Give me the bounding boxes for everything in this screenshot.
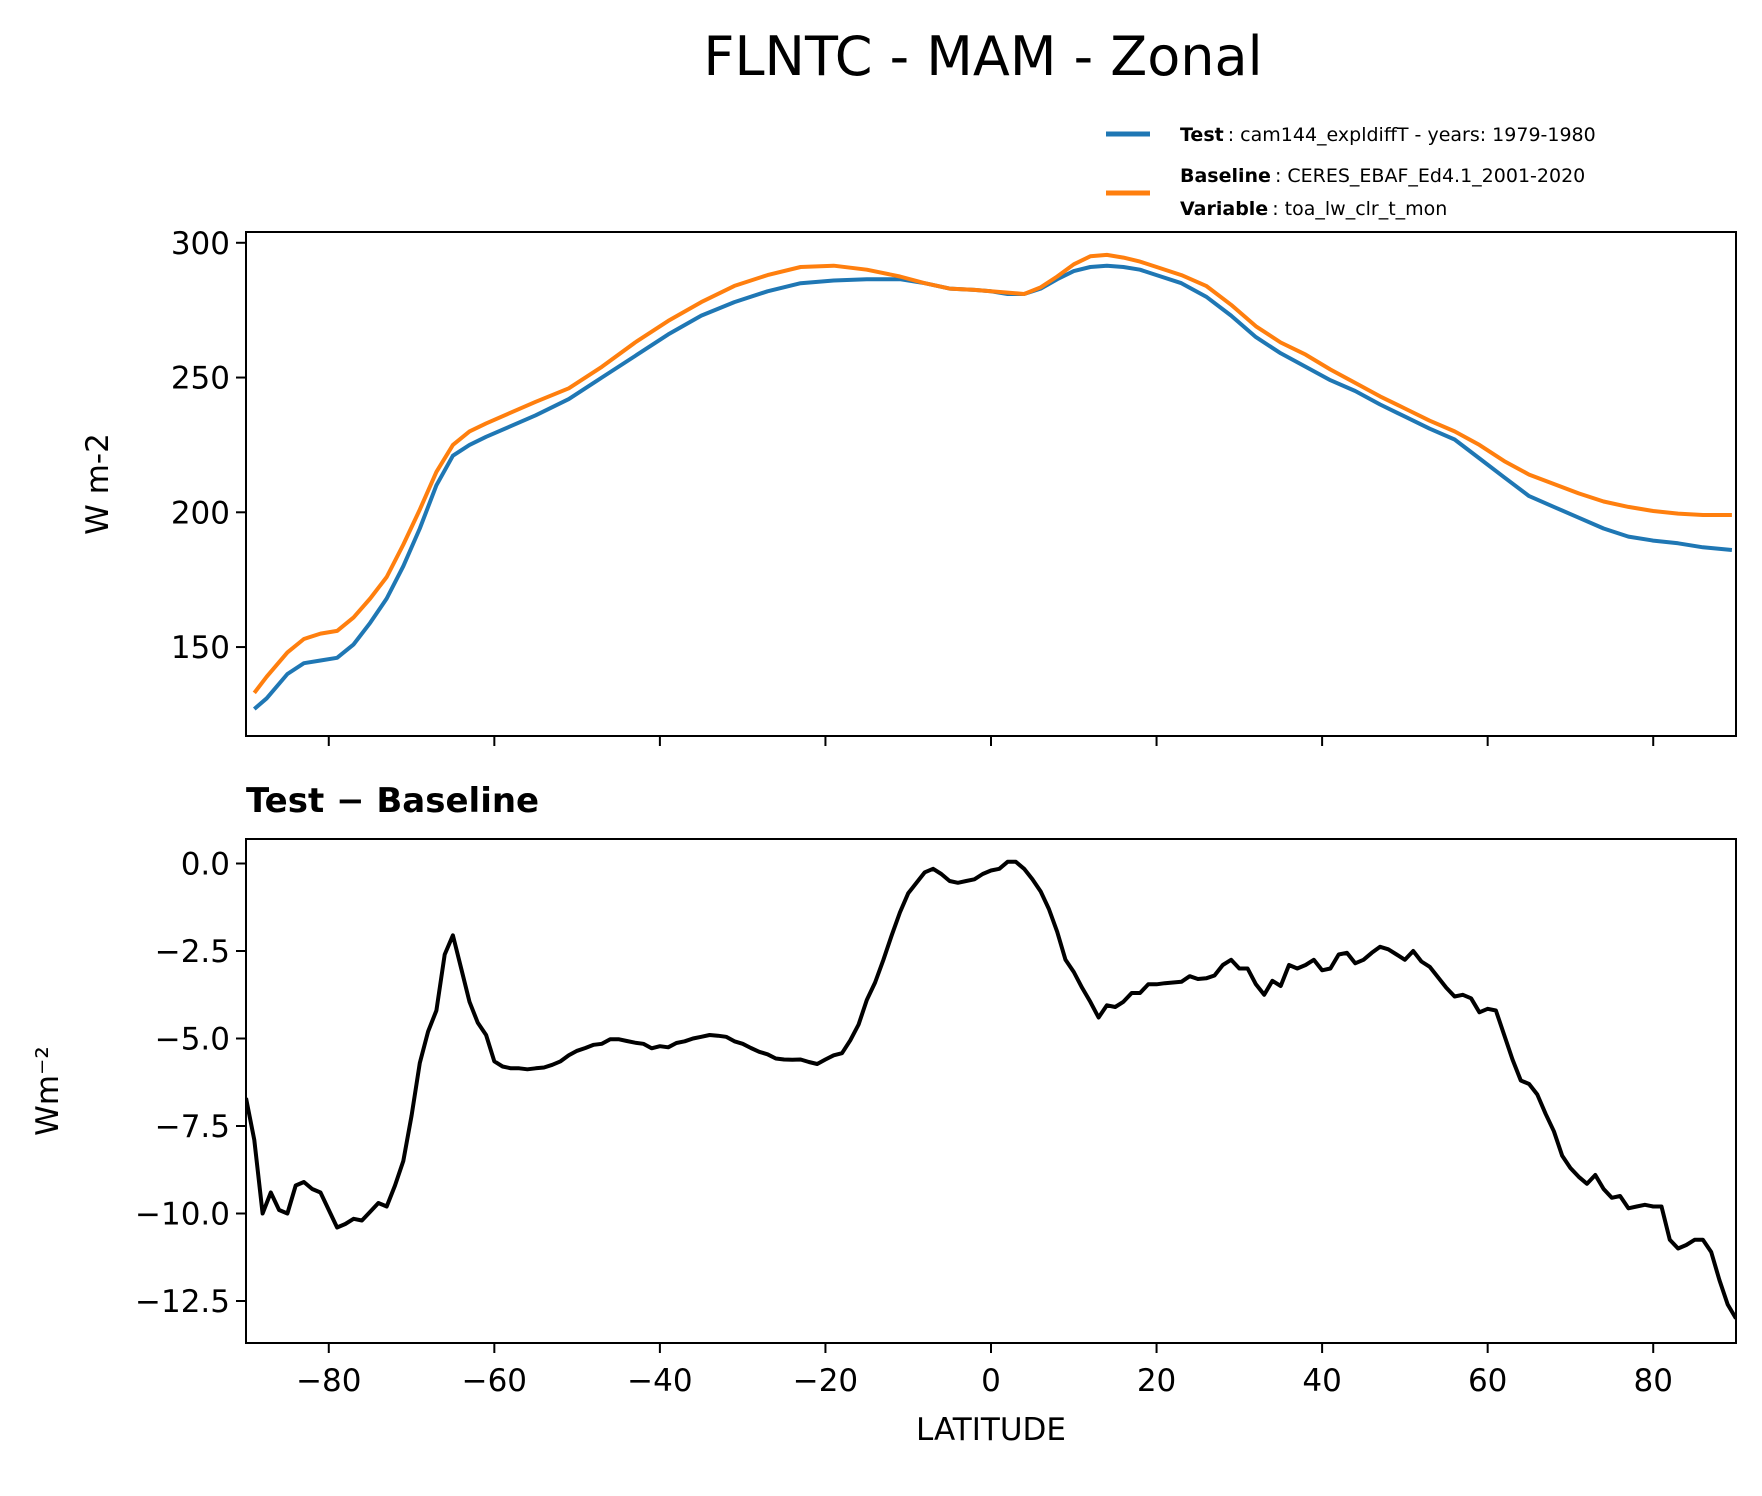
y-tick-label: 300 [171,226,230,262]
top-series-group [252,252,1733,711]
figure-title: FLNTC - MAM - Zonal [703,25,1262,88]
bottom-panel-title: Test − Baseline [246,781,539,821]
y-tick-label: 150 [171,630,230,666]
legend-test-bold: Test [1180,124,1224,146]
x-tick-label: −40 [627,1363,692,1399]
difference-series-line [246,859,1736,1320]
x-axis-label: LATITUDE [916,1412,1066,1448]
x-tick-label: 20 [1137,1363,1176,1399]
top-panel: 150 200 250 300 W m-2 [80,226,1737,746]
top-ticks-group: 150 200 250 300 [171,226,1655,746]
top-plot-frame [245,231,1737,737]
legend-test-entry: Test: cam144_expldiffT - years: 1979-198… [1180,124,1596,146]
x-tick-label: −20 [793,1363,858,1399]
y-tick-label: −5.0 [155,1022,230,1058]
x-tick-label: −60 [462,1363,527,1399]
legend-variable-text: toa_lw_clr_t_mon [1285,198,1448,220]
y-tick-label: −12.5 [135,1284,230,1320]
x-tick-label: 60 [1468,1363,1507,1399]
bottom-ticks-group: −80 −60 −40 −20 0 20 40 60 80 0.0 −2.5 −5.0 −7.5 −10.… [135,847,1673,1400]
bottom-plot-frame [245,838,1737,1344]
y-tick-label: −10.0 [135,1197,230,1233]
legend-baseline-bold: Baseline [1180,165,1271,187]
legend-baseline-entry: Baseline: CERES_EBAF_Ed4.1_2001-2020 [1180,165,1585,187]
legend: Test: cam144_expldiffT - years: 1979-198… [1106,124,1596,220]
x-tick-label: 0 [981,1363,1001,1399]
x-tick-label: 80 [1633,1363,1672,1399]
bottom-panel: Test − Baseline −80 −60 −40 −20 0 20 40 60 80 0.0… [30,781,1737,1448]
y-tick-label: −2.5 [155,934,230,970]
y-tick-label: −7.5 [155,1109,230,1145]
baseline-series-line [252,252,1732,695]
legend-baseline-text: CERES_EBAF_Ed4.1_2001-2020 [1287,165,1585,187]
x-tick-label: 40 [1302,1363,1341,1399]
legend-variable-bold: Variable [1180,198,1268,220]
x-tick-label: −80 [296,1363,361,1399]
y-tick-label: 0.0 [181,847,230,883]
legend-test-text: cam144_expldiffT - years: 1979-1980 [1240,124,1596,146]
bottom-series-group [246,859,1736,1320]
y-tick-label: 200 [171,495,230,531]
bottom-y-axis-label: Wm⁻² [30,1046,66,1136]
y-tick-label: 250 [171,361,230,397]
top-y-axis-label: W m-2 [80,433,116,535]
legend-variable-entry: Variable: toa_lw_clr_t_mon [1180,198,1447,220]
